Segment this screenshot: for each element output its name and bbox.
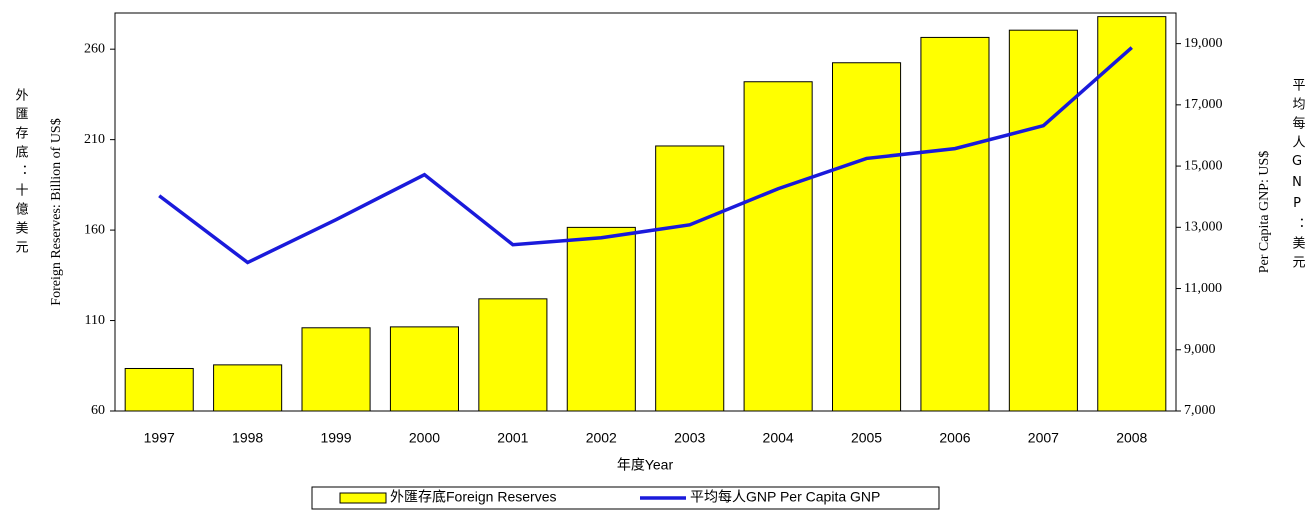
- bar: [478, 298, 548, 412]
- bar: [566, 226, 636, 412]
- y2-axis-title-zh: 平均每人GNP：美元: [1290, 78, 1306, 274]
- y2-tick-label: 11,000: [1184, 281, 1222, 296]
- x-tick-label: 2001: [497, 430, 528, 446]
- x-tick-label: 2002: [586, 430, 617, 446]
- y2-tick-label: 9,000: [1184, 342, 1216, 357]
- x-tick-label: 2007: [1028, 430, 1059, 446]
- y2-tick-label: 19,000: [1184, 36, 1223, 51]
- x-tick-label: 2000: [409, 430, 440, 446]
- bar: [389, 326, 459, 412]
- y-axis-title-zh: 外匯存底：十億美元: [13, 88, 29, 259]
- legend-swatch: [339, 492, 387, 504]
- x-tick-label: 2006: [939, 430, 970, 446]
- bar: [1097, 16, 1167, 412]
- x-axis-title: 年度Year: [617, 457, 674, 473]
- x-tick-label: 2005: [851, 430, 882, 446]
- bar: [920, 36, 990, 412]
- x-tick-label: 1997: [144, 430, 175, 446]
- y-tick-label: 60: [91, 403, 105, 418]
- x-tick-label: 2008: [1116, 430, 1147, 446]
- y-tick-label: 210: [84, 132, 105, 147]
- line: [158, 46, 1133, 265]
- legend: [311, 486, 940, 510]
- y-tick-label: 160: [84, 222, 105, 237]
- x-tick-label: 2003: [674, 430, 705, 446]
- y2-axis-title: Per Capita GNP: US$: [1257, 151, 1272, 274]
- legend-label: 外匯存底Foreign Reserves: [390, 489, 557, 505]
- bar: [743, 81, 813, 412]
- y-tick-label: 110: [85, 313, 105, 328]
- x-tick-label: 2004: [763, 430, 794, 446]
- bar: [301, 327, 371, 412]
- bar: [655, 145, 725, 412]
- y2-tick-label: 7,000: [1184, 403, 1216, 418]
- legend-label: 平均每人GNP Per Capita GNP: [690, 489, 880, 505]
- y-tick-label: 260: [84, 41, 105, 56]
- bar: [213, 364, 283, 412]
- bar: [1008, 29, 1078, 412]
- y-axis-title: Foreign Reserves: Billion of US$: [49, 118, 64, 305]
- bar: [832, 62, 902, 412]
- x-tick-label: 1998: [232, 430, 263, 446]
- x-tick-label: 1999: [320, 430, 351, 446]
- y2-tick-label: 15,000: [1184, 158, 1223, 173]
- plot-frame: [114, 12, 1177, 412]
- bar: [124, 367, 194, 412]
- y2-tick-label: 17,000: [1184, 97, 1223, 112]
- y2-tick-label: 13,000: [1184, 220, 1223, 235]
